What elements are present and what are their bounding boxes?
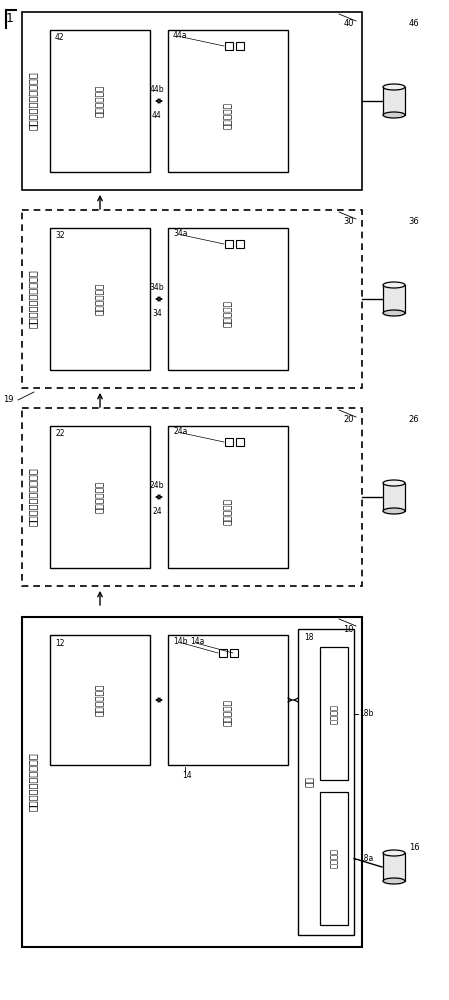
Text: 接口: 接口 — [305, 777, 314, 787]
Text: 第二充电桩（从装置）: 第二充电桩（从装置） — [28, 468, 38, 526]
Text: 20: 20 — [343, 416, 354, 424]
Text: 显示单元: 显示单元 — [330, 704, 339, 724]
Text: 22: 22 — [55, 430, 65, 438]
Ellipse shape — [383, 112, 405, 118]
Text: 第四控制器: 第四控制器 — [224, 102, 233, 129]
Bar — [168, 228, 288, 370]
Text: 第二控制器: 第二控制器 — [224, 498, 233, 525]
Ellipse shape — [383, 310, 405, 316]
Text: 18a: 18a — [359, 854, 373, 863]
Ellipse shape — [383, 282, 405, 288]
Bar — [168, 635, 288, 765]
Bar — [383, 87, 405, 115]
Text: 34b: 34b — [150, 282, 164, 292]
Bar — [235, 438, 243, 446]
Text: 44b: 44b — [150, 85, 164, 94]
Text: 19: 19 — [4, 395, 14, 404]
Text: 第四通信单元: 第四通信单元 — [96, 85, 105, 117]
Text: 第四充电桩（从装置）: 第四充电桩（从装置） — [28, 72, 38, 130]
Bar — [229, 649, 238, 657]
Bar — [320, 792, 348, 925]
Text: 24: 24 — [152, 506, 162, 516]
Bar — [50, 635, 150, 765]
Text: 14b: 14b — [173, 637, 188, 646]
Ellipse shape — [383, 508, 405, 514]
Text: 第三通信单元: 第三通信单元 — [96, 283, 105, 315]
Text: 16: 16 — [409, 842, 419, 852]
Text: 第三控制器: 第三控制器 — [224, 300, 233, 327]
Ellipse shape — [383, 480, 405, 486]
Bar — [235, 240, 243, 248]
Text: 14a: 14a — [190, 637, 204, 646]
Bar — [168, 30, 288, 172]
Text: 42: 42 — [55, 33, 65, 42]
Bar — [22, 210, 362, 388]
Text: 34a: 34a — [173, 230, 188, 238]
Text: 14: 14 — [182, 770, 192, 780]
Text: 44: 44 — [152, 110, 162, 119]
Bar — [22, 408, 362, 586]
Text: 第二通信单元: 第二通信单元 — [96, 481, 105, 513]
Bar — [383, 285, 405, 313]
Bar — [320, 647, 348, 780]
Bar — [22, 617, 362, 947]
Bar — [50, 228, 150, 370]
Bar — [235, 42, 243, 50]
Bar — [224, 438, 233, 446]
Bar — [50, 30, 150, 172]
Text: 第一充电桩（主装置）: 第一充电桩（主装置） — [28, 753, 38, 811]
Ellipse shape — [383, 878, 405, 884]
Text: 12: 12 — [55, 639, 65, 648]
Text: 36: 36 — [409, 218, 419, 227]
Bar — [168, 426, 288, 568]
Text: 24b: 24b — [150, 481, 164, 489]
Bar — [383, 853, 405, 881]
Text: 32: 32 — [55, 232, 65, 240]
Text: 10: 10 — [343, 624, 354, 634]
Text: 46: 46 — [409, 19, 419, 28]
Bar — [50, 426, 150, 568]
Ellipse shape — [383, 84, 405, 90]
Text: 18: 18 — [304, 633, 313, 642]
Text: 26: 26 — [409, 416, 419, 424]
Text: 输入单元: 输入单元 — [330, 848, 339, 868]
Bar — [219, 649, 226, 657]
Text: 44a: 44a — [173, 31, 188, 40]
Text: 1: 1 — [6, 11, 14, 24]
Text: 24a: 24a — [173, 428, 187, 436]
Text: 第一控制器: 第一控制器 — [224, 700, 233, 726]
Bar — [224, 42, 233, 50]
Text: 40: 40 — [343, 19, 354, 28]
Bar — [224, 240, 233, 248]
Bar — [383, 483, 405, 511]
Ellipse shape — [383, 850, 405, 856]
Text: 34: 34 — [152, 308, 162, 318]
Bar — [22, 12, 362, 190]
Text: 30: 30 — [343, 218, 354, 227]
Text: 第三充电桩（从装置）: 第三充电桩（从装置） — [28, 270, 38, 328]
Text: 第一通信单元: 第一通信单元 — [96, 684, 105, 716]
Bar — [298, 629, 354, 935]
Text: 18b: 18b — [359, 709, 374, 718]
